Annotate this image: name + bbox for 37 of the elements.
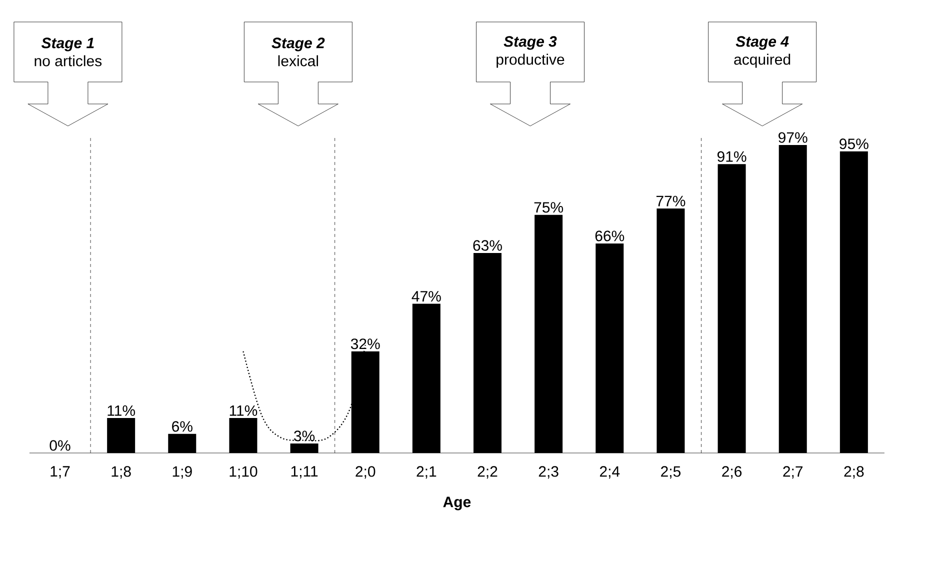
- x-tick-label: 2;5: [661, 466, 681, 479]
- data-label: 75%: [534, 202, 564, 213]
- x-tick-label: 2;7: [783, 466, 803, 479]
- x-axis-title: Age: [443, 496, 471, 510]
- x-tick-label: 1;7: [50, 466, 70, 478]
- data-label: 11%: [108, 405, 135, 416]
- x-tick-label: 2;0: [356, 466, 376, 479]
- data-label: 47%: [412, 291, 441, 302]
- text: Stage 4: [736, 36, 789, 50]
- x-tick-label: 2;4: [600, 466, 620, 479]
- text: lexical: [278, 55, 318, 66]
- text: Stage 2: [272, 38, 325, 52]
- x-tick-label: 1;10: [230, 466, 258, 479]
- data-label: 63%: [473, 240, 502, 251]
- x-tick-label: 2;3: [538, 466, 558, 479]
- x-tick-label: 1;8: [112, 466, 131, 479]
- text: Stage 3: [504, 36, 557, 50]
- text: acquired: [734, 54, 790, 68]
- data-label: 3%: [294, 430, 315, 442]
- text: productive: [496, 54, 564, 68]
- x-tick-label: 1;9: [172, 466, 192, 479]
- x-tick-label: 2;8: [844, 466, 864, 479]
- data-label: 0%: [50, 440, 70, 451]
- data-label: 95%: [840, 138, 868, 150]
- data-label: 32%: [350, 338, 380, 350]
- data-label: 66%: [595, 230, 624, 242]
- data-label: 97%: [778, 132, 808, 143]
- x-tick-label: 2;6: [722, 466, 742, 479]
- data-label: 77%: [656, 196, 686, 206]
- data-label: 6%: [172, 421, 192, 432]
- data-label: 91%: [717, 151, 746, 162]
- text: no articles: [34, 55, 102, 66]
- x-tick-label: 1;11: [291, 466, 318, 478]
- text: Stage 1: [41, 38, 94, 52]
- x-tick-label: 2;2: [478, 466, 498, 479]
- x-tick-label: 2;1: [416, 466, 436, 479]
- data-label: 11%: [230, 405, 258, 416]
